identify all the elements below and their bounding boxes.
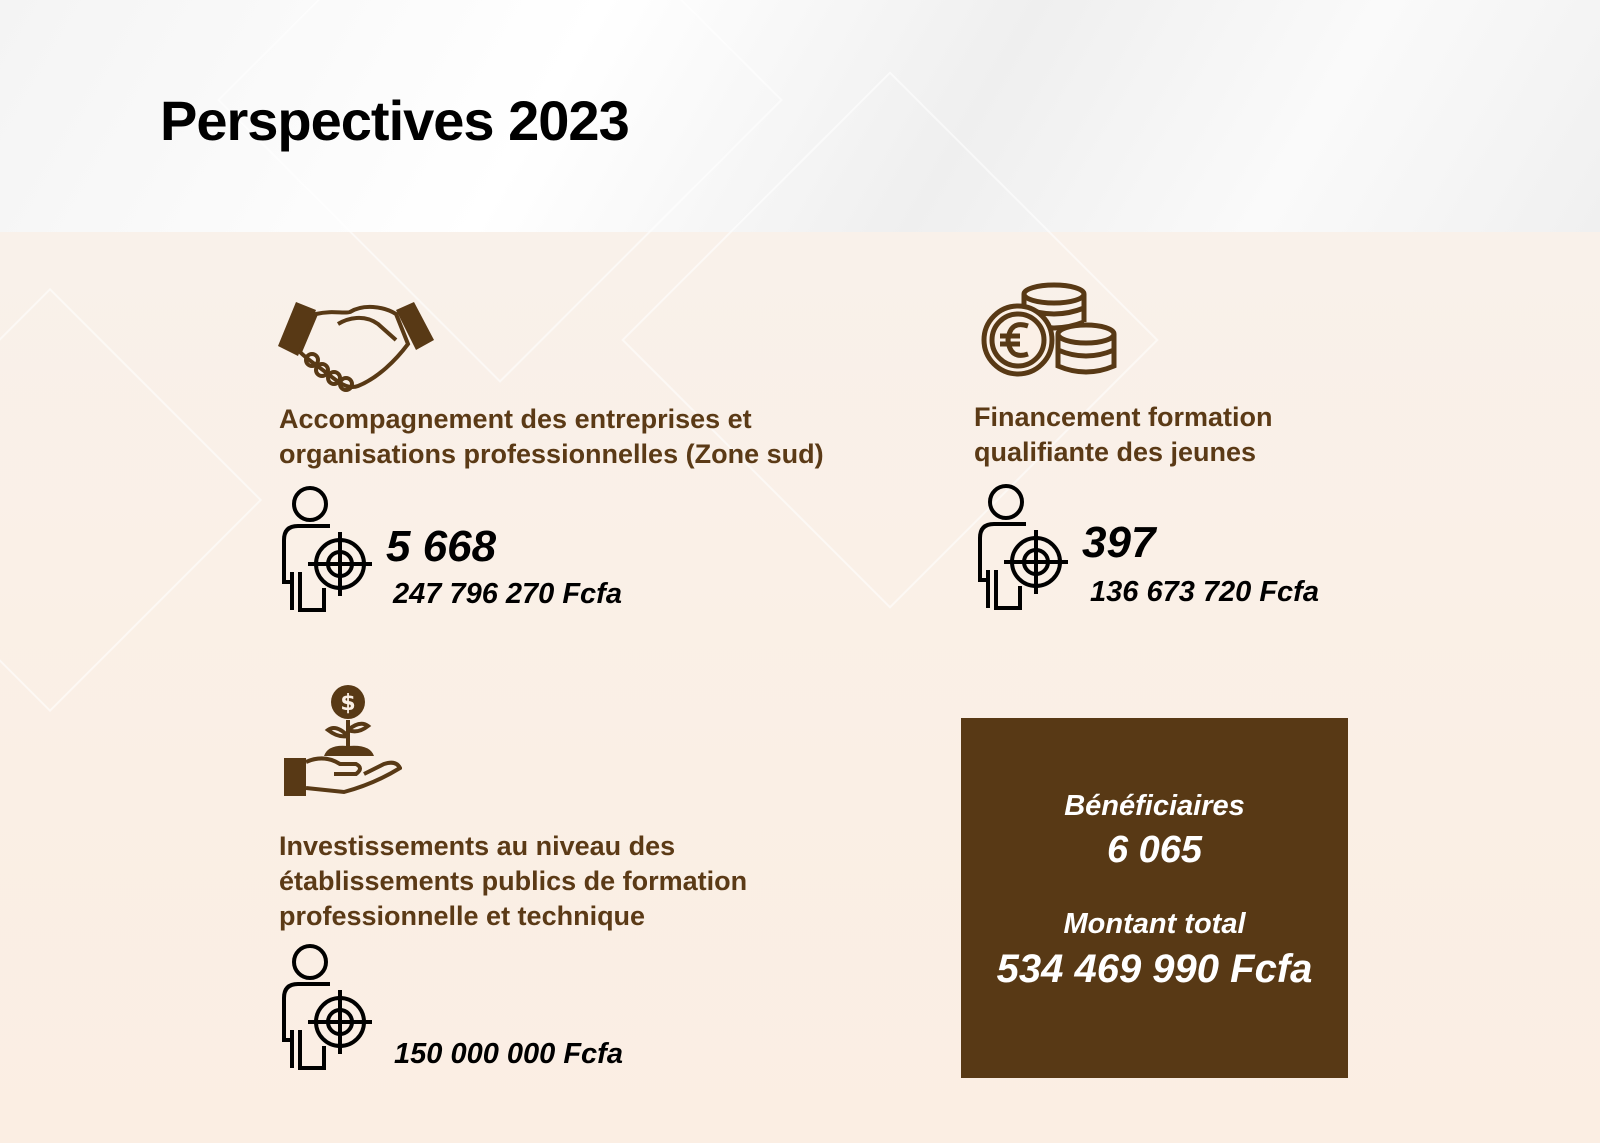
label-line: établissements publics de formation [279, 866, 748, 896]
handshake-icon [278, 302, 434, 392]
amount: 136 673 720 Fcfa [1090, 576, 1319, 608]
label-line: Accompagnement des entreprises et [279, 404, 752, 434]
beneficiaries-total: 6 065 [1106, 829, 1203, 871]
label-line: Investissements au niveau des [279, 831, 676, 861]
label-line: qualifiante des jeunes [974, 437, 1257, 467]
header-band [0, 0, 1600, 232]
amount: 150 000 000 Fcfa [394, 1038, 623, 1070]
person-target-icon [978, 484, 1068, 610]
person-target-icon [282, 944, 372, 1070]
total-amount: 534 469 990 Fcfa [996, 947, 1313, 991]
label-line: professionnelle et technique [279, 901, 646, 931]
beneficiaries-count: 5 668 [386, 522, 497, 571]
label-line: Financement formation [974, 402, 1273, 432]
beneficiaries-count: 397 [1082, 518, 1156, 567]
svg-text:$: $ [340, 691, 355, 716]
beneficiaries-label: Bénéficiaires [1064, 790, 1245, 822]
section-label: Accompagnement des entreprises et organi… [279, 402, 824, 472]
hand-plant-dollar-icon: $ [284, 685, 402, 796]
page-title: Perspectives 2023 [160, 89, 630, 152]
person-target-icon [282, 486, 372, 612]
summary-box: Bénéficiaires 6 065 Montant total 534 46… [961, 718, 1348, 1078]
total-amount-label: Montant total [1063, 908, 1246, 940]
section-label: Investissements au niveau des établissem… [279, 829, 747, 934]
coins-euro-icon [981, 282, 1117, 377]
label-line: organisations professionnelles (Zone sud… [279, 439, 824, 469]
amount: 247 796 270 Fcfa [393, 578, 622, 610]
section-label: Financement formation qualifiante des je… [974, 400, 1273, 470]
